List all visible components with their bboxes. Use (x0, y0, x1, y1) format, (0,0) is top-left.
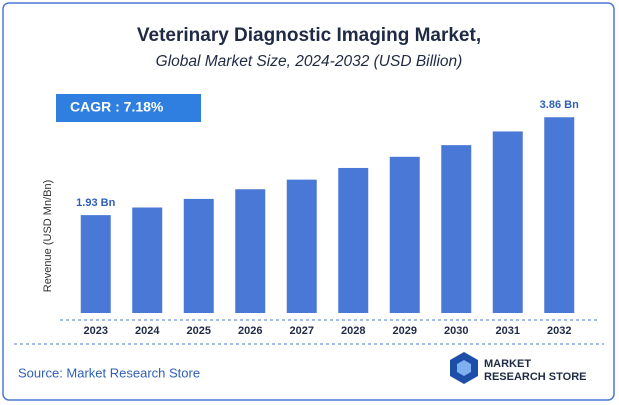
bar (441, 145, 472, 313)
logo-text: MARKET (484, 358, 531, 370)
value-label: 3.86 Bn (540, 99, 579, 111)
x-tick-label: 2030 (444, 325, 468, 337)
x-tick-label: 2029 (393, 325, 417, 337)
x-tick-label: 2028 (341, 325, 365, 337)
cagr-text: CAGR : 7.18% (70, 99, 164, 115)
bar (235, 189, 266, 313)
chart-title: Veterinary Diagnostic Imaging Market, (137, 25, 481, 46)
logo: MARKET RESEARCH STORE (450, 352, 586, 384)
x-tick-label: 2026 (238, 325, 262, 337)
bar (492, 131, 523, 313)
bar (544, 117, 575, 313)
cagr-box (56, 94, 201, 122)
x-tick-label: 2023 (84, 325, 108, 337)
y-axis-label: Revenue (USD Mn/Bn) (42, 180, 54, 293)
x-tick-label: 2024 (135, 325, 160, 337)
bar (338, 167, 369, 313)
value-label: 1.93 Bn (76, 197, 115, 209)
bar (183, 198, 214, 313)
bar (389, 156, 420, 313)
bar (286, 179, 317, 313)
bar (132, 207, 163, 313)
bar (80, 215, 111, 313)
chart-subtitle: Global Market Size, 2024-2032 (USD Billi… (156, 53, 463, 70)
x-tick-label: 2027 (290, 325, 314, 337)
x-tick-label: 2025 (187, 325, 211, 337)
logo-text: RESEARCH STORE (484, 371, 586, 383)
x-tick-label: 2032 (547, 325, 571, 337)
source: Source: Market Research Store (18, 365, 200, 380)
logo-icon-inner (457, 360, 471, 376)
x-tick-label: 2031 (496, 325, 520, 337)
